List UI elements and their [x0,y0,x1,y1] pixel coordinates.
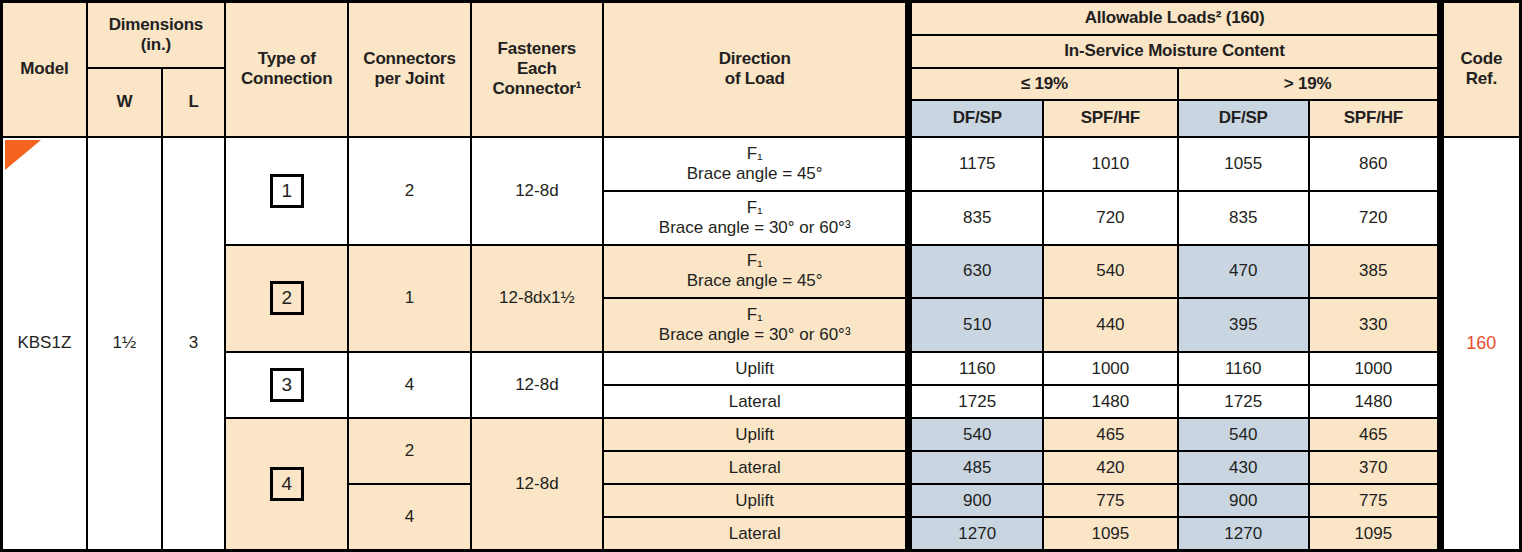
load-cell: 540 [1178,418,1309,451]
dimension-l-cell: 3 [162,137,225,551]
fasteners-cell-group3: 12-8d [471,352,603,418]
connectors-cell-group3: 4 [348,352,470,418]
header-mc-gt-19: > 19% [1178,68,1441,100]
load-cell: 1480 [1309,385,1440,418]
load-cell: 430 [1178,451,1309,484]
header-mc-le-19: ≤ 19% [909,68,1178,100]
load-cell: 1175 [909,137,1043,191]
connection-type-box-1: 1 [270,174,304,208]
load-cell: 835 [909,191,1043,245]
load-cell: 1160 [909,352,1043,385]
load-cell: 1270 [909,517,1043,550]
corner-marker-triangle [5,140,41,170]
direction-cell: Lateral [603,517,909,550]
header-direction-of-load: Direction of Load [603,2,909,137]
load-cell: 465 [1309,418,1440,451]
connection-type-box-3: 3 [270,368,304,402]
connectors-cell-group4-top: 2 [348,418,470,484]
header-type-of-connection: Type of Connection [225,2,348,137]
connection-type-cell-1: 1 [225,137,348,245]
load-cell: 900 [909,484,1043,517]
load-cell: 775 [1309,484,1440,517]
direction-cell: Uplift [603,418,909,451]
fasteners-cell-group4: 12-8d [471,418,603,550]
header-species-spfhf-le19: SPF/HF [1043,100,1177,137]
load-cell: 835 [1178,191,1309,245]
load-cell: 370 [1309,451,1440,484]
header-l: L [162,68,225,137]
load-cell: 540 [1043,245,1177,298]
header-dimensions: Dimensions (in.) [87,2,225,68]
model-value: KBS1Z [17,333,71,352]
direction-cell: F₁ Brace angle = 30° or 60°³ [603,191,909,245]
fasteners-cell-group2: 12-8dx1½ [471,245,603,352]
header-w: W [87,68,162,137]
load-cell: 1160 [1178,352,1309,385]
connectors-cell-group4-bottom: 4 [348,484,470,550]
load-cell: 1725 [909,385,1043,418]
code-ref-cell: 160 [1440,137,1520,551]
load-cell: 1055 [1178,137,1309,191]
load-cell: 1010 [1043,137,1177,191]
load-cell: 720 [1043,191,1177,245]
load-cell: 775 [1043,484,1177,517]
load-cell: 630 [909,245,1043,298]
load-cell: 1725 [1178,385,1309,418]
header-code-ref: Code Ref. [1440,2,1520,137]
load-cell: 1095 [1309,517,1440,550]
direction-cell: Lateral [603,451,909,484]
header-fasteners-each-connector: Fasteners Each Connector¹ [471,2,603,137]
load-cell: 1000 [1043,352,1177,385]
header-model: Model [2,2,87,137]
connection-type-cell-4: 4 [225,418,348,550]
load-cell: 510 [909,298,1043,352]
model-cell: KBS1Z [2,137,87,551]
header-species-spfhf-gt19: SPF/HF [1309,100,1440,137]
connectors-cell-group2: 1 [348,245,470,352]
header-allowable-loads: Allowable Loads² (160) [909,2,1440,35]
header-moisture-content: In-Service Moisture Content [909,35,1440,68]
connection-type-cell-2: 2 [225,245,348,352]
load-cell: 465 [1043,418,1177,451]
load-cell: 1480 [1043,385,1177,418]
header-species-dfsp-le19: DF/SP [909,100,1043,137]
load-cell: 330 [1309,298,1440,352]
load-cell: 1270 [1178,517,1309,550]
dimension-w-cell: 1½ [87,137,162,551]
load-cell: 485 [909,451,1043,484]
connection-type-box-2: 2 [270,281,304,315]
direction-cell: Lateral [603,385,909,418]
load-cell: 860 [1309,137,1440,191]
load-cell: 1095 [1043,517,1177,550]
load-cell: 395 [1178,298,1309,352]
direction-cell: Uplift [603,484,909,517]
connection-type-cell-3: 3 [225,352,348,418]
load-cell: 385 [1309,245,1440,298]
load-cell: 440 [1043,298,1177,352]
load-cell: 720 [1309,191,1440,245]
header-species-dfsp-gt19: DF/SP [1178,100,1309,137]
load-cell: 1000 [1309,352,1440,385]
load-cell: 420 [1043,451,1177,484]
fasteners-cell-group1: 12-8d [471,137,603,245]
connectors-cell-group1: 2 [348,137,470,245]
direction-cell: F₁ Brace angle = 30° or 60°³ [603,298,909,352]
direction-cell: F₁ Brace angle = 45° [603,137,909,191]
header-connectors-per-joint: Connectors per Joint [348,2,470,137]
load-cell: 900 [1178,484,1309,517]
connection-type-box-4: 4 [270,467,304,501]
load-cell: 470 [1178,245,1309,298]
direction-cell: Uplift [603,352,909,385]
load-cell: 540 [909,418,1043,451]
allowable-loads-table: Model Dimensions (in.) Type of Connectio… [0,0,1522,552]
direction-cell: F₁ Brace angle = 45° [603,245,909,298]
